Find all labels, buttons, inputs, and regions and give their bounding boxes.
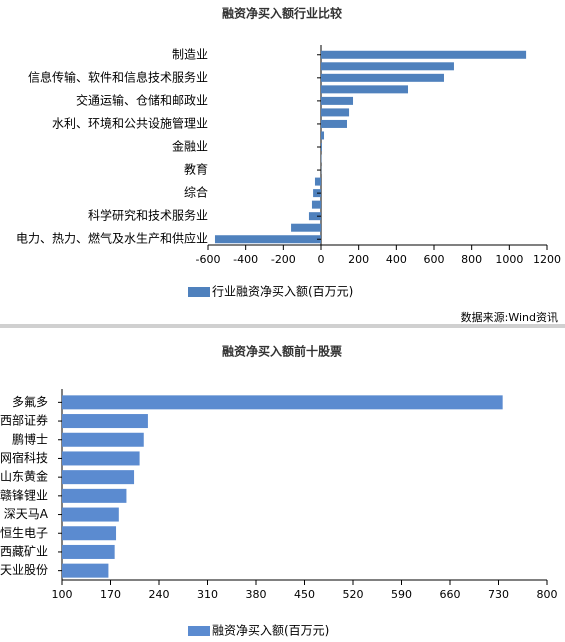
x-tick-label: 800 [461,253,482,266]
x-tick-label: 1000 [495,253,523,266]
x-tick-label: 730 [488,588,509,601]
y-tick-label: 水利、环境和公共设施管理业 [52,115,208,130]
x-tick-label: 520 [343,588,364,601]
bar [321,62,454,71]
x-tick-label: -400 [233,253,258,266]
bar [62,488,127,503]
legend-swatch [188,287,210,297]
bar [62,395,503,410]
bar [321,50,527,59]
source-note: 数据来源:Wind资讯 [461,310,558,324]
y-tick-label: 深天马A [4,507,49,521]
y-tick-label: 科学研究和技术服务业 [88,208,208,223]
bar [314,177,321,186]
bar [321,85,409,94]
bar [321,96,354,105]
bar [62,451,140,466]
x-tick-label: 200 [348,253,369,266]
bar [62,507,119,522]
x-tick-label: 100 [52,588,73,601]
bar [62,414,148,429]
y-tick-label: 制造业 [172,47,208,61]
bar [311,200,321,209]
y-tick-label: 网宿科技 [0,450,48,465]
x-tick-label: 240 [149,588,170,601]
y-tick-label: 西藏矿业 [0,544,48,558]
y-tick-label: 鹏博士 [12,431,48,446]
y-tick-label: 教育 [184,162,208,177]
bar [62,432,144,447]
y-tick-label: 多氟多 [12,395,48,409]
x-tick-label: 0 [318,253,325,266]
bar [308,212,321,221]
chart-title: 融资净买入额前十股票 [222,344,342,359]
divider [0,324,565,328]
x-tick-label: 400 [386,253,407,266]
y-tick-label: 天业股份 [0,563,48,577]
y-tick-label: 恒生电子 [0,526,48,540]
x-tick-label: 800 [537,588,558,601]
y-tick-label: 交通运输、仓储和邮政业 [76,92,208,107]
x-tick-label: 590 [391,588,412,601]
y-tick-label: 信息传输、软件和信息技术服务业 [28,69,208,84]
bar [321,108,350,117]
bar [291,223,321,232]
chart-title: 融资净买入额行业比较 [222,6,342,21]
bar [321,131,325,140]
bar [62,526,117,541]
bar [214,235,321,244]
x-tick-label: -200 [271,253,296,266]
y-tick-label: 西部证券 [0,413,48,428]
x-tick-label: 380 [246,588,267,601]
legend-label: 融资净买入额(百万元) [212,624,329,638]
bar [321,143,322,151]
x-tick-label: -600 [196,253,221,266]
x-tick-label: 600 [424,253,445,266]
y-tick-label: 综合 [184,185,208,200]
x-tick-label: 660 [440,588,461,601]
x-tick-label: 170 [100,588,121,601]
bar [321,73,444,82]
y-tick-label: 金融业 [172,139,208,154]
bar [62,544,115,559]
y-tick-label: 电力、热力、燃气及水生产和供应业 [16,231,208,246]
x-tick-label: 1200 [533,253,561,266]
y-tick-label: 山东黄金 [0,469,48,484]
legend-label: 行业融资净买入额(百万元) [212,285,353,299]
x-tick-label: 450 [294,588,315,601]
bar [62,470,135,485]
y-tick-label: 赣锋锂业 [0,487,48,502]
legend-swatch [188,626,210,636]
bar [321,119,347,128]
bar [62,563,109,578]
x-tick-label: 310 [197,588,218,601]
